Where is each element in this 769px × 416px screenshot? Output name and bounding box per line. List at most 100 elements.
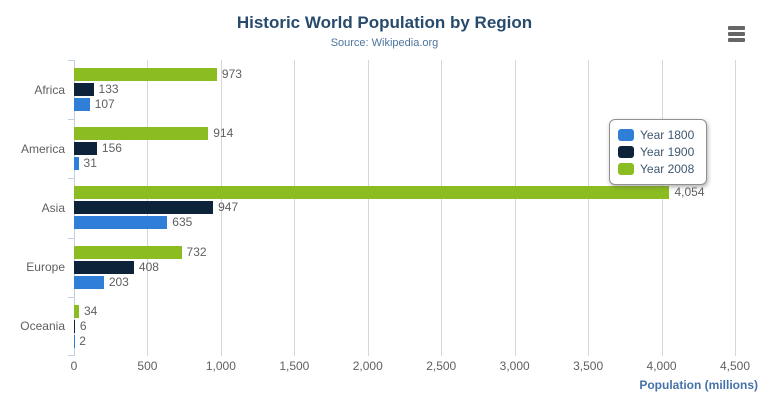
gridline bbox=[294, 60, 296, 356]
gridline bbox=[661, 60, 663, 356]
bar-group: 732 408 203 bbox=[74, 238, 735, 297]
category-row-asia: Asia 4,054 947 635 bbox=[42, 178, 735, 237]
category-label-europe: Europe bbox=[26, 260, 65, 275]
value-label-oceania-year-1800: 2 bbox=[79, 333, 86, 348]
value-label-america-year-1800: 31 bbox=[83, 156, 97, 171]
bar-europe-year-1900[interactable] bbox=[74, 260, 134, 274]
bar-group: 973 133 107 bbox=[74, 60, 735, 119]
category-axis-tick bbox=[68, 119, 74, 121]
bar-europe-year-2008[interactable] bbox=[74, 245, 182, 259]
bar-line: 4,054 bbox=[74, 185, 735, 200]
legend-item-year-2008[interactable]: Year 2008 bbox=[618, 162, 694, 176]
value-label-europe-year-2008: 732 bbox=[186, 244, 207, 259]
bar-group: 34 6 2 bbox=[74, 297, 735, 356]
value-label-asia-year-2008: 4,054 bbox=[674, 185, 705, 200]
category-axis-tick bbox=[68, 178, 74, 180]
chart-title: Historic World Population by Region bbox=[236, 13, 533, 32]
category-row-africa: Africa 973 133 107 bbox=[34, 60, 735, 119]
value-axis-tick-label: 2,500 bbox=[426, 359, 457, 373]
value-label-europe-year-1800: 203 bbox=[108, 274, 129, 289]
context-menu-button[interactable] bbox=[723, 22, 749, 46]
gridline bbox=[735, 60, 736, 356]
bar-africa-year-1900[interactable] bbox=[74, 83, 94, 97]
plot-area: Africa 973 133 107 America 914 156 31 Asia 4,054 9… bbox=[20, 60, 736, 356]
legend-label-year-1800: Year 1800 bbox=[640, 128, 695, 142]
category-label-africa: Africa bbox=[34, 82, 65, 97]
category-row-america: America 914 156 31 bbox=[21, 119, 735, 178]
value-axis-tick-label: 3,000 bbox=[499, 359, 530, 373]
bar-line: 732 bbox=[74, 244, 735, 259]
bar-line: 34 bbox=[74, 303, 735, 318]
gridline bbox=[588, 60, 590, 356]
value-axis-tick-label: 1,000 bbox=[205, 359, 236, 373]
gridline bbox=[220, 60, 222, 356]
bar-oceania-year-1900[interactable] bbox=[74, 319, 75, 333]
chart-subtitle: Source: Wikipedia.org bbox=[330, 37, 439, 49]
bar-asia-year-2008[interactable] bbox=[74, 186, 670, 200]
legend-label-year-1900: Year 1900 bbox=[640, 145, 695, 159]
gridline bbox=[441, 60, 443, 356]
value-label-europe-year-1900: 408 bbox=[138, 259, 159, 274]
bar-asia-year-1900[interactable] bbox=[74, 201, 214, 215]
value-label-america-year-2008: 914 bbox=[213, 126, 234, 141]
bar-line: 635 bbox=[74, 215, 735, 230]
legend: Year 1800 Year 1900 Year 2008 bbox=[609, 119, 708, 185]
bar-america-year-1900[interactable] bbox=[74, 142, 97, 156]
bar-africa-year-2008[interactable] bbox=[74, 68, 217, 82]
bar-america-year-1800[interactable] bbox=[74, 157, 79, 171]
value-axis-labels: 0 500 1,000 1,500 2,000 2,500 3,000 3,500 4,000 4… bbox=[70, 359, 750, 373]
bar-line: 947 bbox=[74, 200, 735, 215]
category-axis-tick bbox=[68, 237, 74, 239]
category-label-oceania: Oceania bbox=[20, 319, 65, 334]
gridline bbox=[367, 60, 369, 356]
bar-group: 914 156 31 bbox=[74, 119, 735, 178]
category-axis-tick bbox=[68, 355, 74, 356]
bar-oceania-year-2008[interactable] bbox=[74, 304, 79, 318]
value-axis-tick-label: 500 bbox=[137, 359, 158, 373]
bar-line: 408 bbox=[74, 259, 735, 274]
value-axis-tick-label: 4,000 bbox=[646, 359, 677, 373]
value-label-asia-year-1800: 635 bbox=[172, 215, 193, 230]
bar-group: 4,054 947 635 bbox=[74, 178, 735, 237]
bar-line: 31 bbox=[74, 156, 735, 171]
value-axis-tick-label: 2,000 bbox=[352, 359, 383, 373]
bar-line: 203 bbox=[74, 274, 735, 289]
bar-line: 973 bbox=[74, 67, 735, 82]
bar-line: 133 bbox=[74, 82, 735, 97]
legend-item-year-1900[interactable]: Year 1900 bbox=[618, 145, 694, 159]
category-label-asia: Asia bbox=[41, 200, 65, 215]
bar-asia-year-1800[interactable] bbox=[74, 216, 168, 230]
category-row-europe: Europe 732 408 203 bbox=[26, 238, 735, 297]
hamburger-icon bbox=[725, 26, 747, 42]
bar-africa-year-1800[interactable] bbox=[74, 98, 90, 112]
value-axis-tick-label: 4,500 bbox=[719, 359, 751, 373]
value-label-oceania-year-2008: 34 bbox=[83, 303, 98, 318]
gridline bbox=[514, 60, 516, 356]
bar-line: 914 bbox=[74, 126, 735, 141]
value-label-oceania-year-1900: 6 bbox=[79, 318, 87, 333]
value-axis-tick-label: 3,500 bbox=[573, 359, 604, 373]
category-label-america: America bbox=[20, 141, 65, 156]
bar-line: 156 bbox=[74, 141, 735, 156]
value-label-america-year-1900: 156 bbox=[101, 141, 122, 156]
value-label-africa-year-2008: 973 bbox=[221, 67, 242, 82]
legend-swatch-year-1800 bbox=[618, 129, 634, 141]
bar-america-year-2008[interactable] bbox=[74, 127, 209, 141]
value-axis-tick-label: 0 bbox=[70, 359, 78, 373]
legend-label-year-2008: Year 2008 bbox=[640, 162, 695, 176]
bar-europe-year-1800[interactable] bbox=[74, 275, 104, 289]
legend-swatch-year-1900 bbox=[618, 146, 634, 158]
value-axis-title: Population (millions) bbox=[639, 378, 758, 392]
bar-line: 6 bbox=[74, 318, 735, 333]
value-label-africa-year-1800: 107 bbox=[94, 97, 115, 112]
bar-line: 107 bbox=[74, 97, 735, 112]
bar-line: 2 bbox=[74, 333, 735, 348]
legend-swatch-year-2008 bbox=[618, 163, 634, 175]
value-label-asia-year-1900: 947 bbox=[218, 200, 239, 215]
legend-item-year-1800[interactable]: Year 1800 bbox=[618, 128, 694, 142]
category-axis-tick bbox=[68, 60, 74, 61]
category-axis-tick bbox=[68, 296, 74, 298]
value-label-africa-year-1900: 133 bbox=[98, 82, 119, 97]
category-row-oceania: Oceania 34 6 2 bbox=[20, 297, 735, 356]
